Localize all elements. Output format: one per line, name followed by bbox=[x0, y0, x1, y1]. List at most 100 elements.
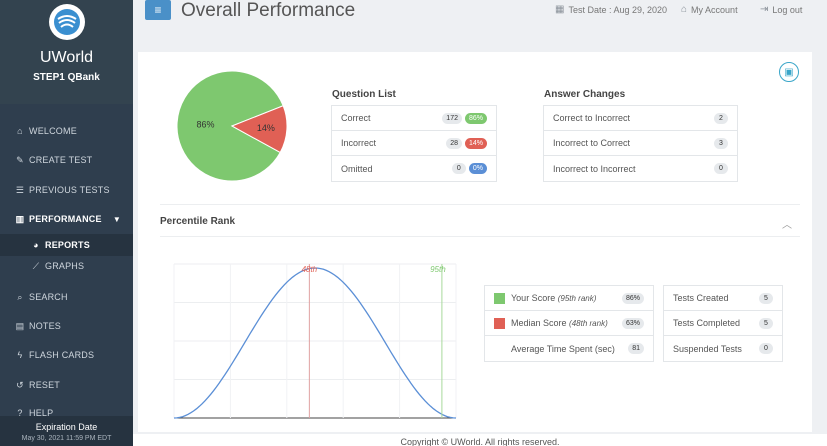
percent-badge: 86% bbox=[464, 113, 487, 124]
score-legend: Your Score (95th rank) 86% Median Score … bbox=[484, 285, 654, 362]
row-label: Incorrect bbox=[341, 138, 377, 148]
pie-slice-correct bbox=[176, 70, 284, 182]
row-label: Tests Created bbox=[673, 293, 729, 303]
sidebar-item-label: GRAPHS bbox=[45, 261, 85, 271]
search-icon: ⌕ bbox=[17, 291, 23, 302]
percent-badge: 14% bbox=[464, 138, 487, 149]
footer: Copyright © UWorld. All rights reserved. bbox=[133, 434, 827, 446]
answer-changes-list: Correct to Incorrect 2 Incorrect to Corr… bbox=[543, 105, 738, 182]
sidebar-item-reports[interactable]: ◕ REPORTS bbox=[0, 234, 133, 256]
legend-average-time: Average Time Spent (sec) 81 bbox=[485, 336, 653, 361]
logout-label: Log out bbox=[772, 4, 803, 15]
reset-icon: ↺ bbox=[16, 379, 24, 390]
chevron-down-icon: ▼ bbox=[112, 214, 121, 224]
answer-row-incorrect-to-incorrect: Incorrect to Incorrect 0 bbox=[544, 156, 737, 181]
score-badge: 86% bbox=[621, 293, 644, 304]
expiration-date: May 30, 2021 11:59 PM EDT bbox=[21, 435, 112, 442]
menu-toggle-button[interactable]: ≡ bbox=[145, 0, 171, 20]
count-badge: 5 bbox=[759, 318, 773, 329]
count-badge: 0 bbox=[714, 163, 728, 174]
product-name: STEP1 QBank bbox=[33, 72, 100, 83]
score-pie-chart: 86% 14% bbox=[176, 70, 288, 182]
copyright-text: Copyright © UWorld. All rights reserved. bbox=[400, 437, 560, 446]
sidebar: UWorld STEP1 QBank ⌂ WELCOME ✎ CREATE TE… bbox=[0, 0, 133, 446]
sidebar-item-label: WELCOME bbox=[29, 126, 77, 136]
legend-median-score: Median Score (48th rank) 63% bbox=[485, 311, 653, 336]
question-row-incorrect: Incorrect 28 14% bbox=[332, 131, 496, 156]
bolt-icon: ϟ bbox=[17, 350, 23, 360]
chart-grid bbox=[173, 263, 457, 419]
sidebar-item-help[interactable]: ? HELP bbox=[0, 402, 133, 424]
percentile-rank-title: Percentile Rank bbox=[160, 216, 236, 227]
median-score-swatch bbox=[494, 317, 505, 329]
row-label: Suspended Tests bbox=[673, 343, 742, 354]
test-date-text: Test Date : Aug 29, 2020 bbox=[568, 4, 668, 15]
row-label: Incorrect to Correct bbox=[553, 138, 631, 148]
note-icon: ▤ bbox=[15, 320, 25, 331]
row-label: Incorrect to Incorrect bbox=[553, 163, 636, 174]
expiration-label: Expiration Date bbox=[35, 422, 98, 432]
line-chart-icon: ⟋ bbox=[32, 260, 40, 271]
calendar-icon: ▦ bbox=[555, 4, 565, 15]
sidebar-item-label: REPORTS bbox=[45, 240, 90, 250]
home-icon: ⌂ bbox=[17, 126, 23, 136]
your-score-swatch bbox=[494, 292, 505, 304]
count-badge: 5 bbox=[759, 293, 773, 304]
answer-row-correct-to-incorrect: Correct to Incorrect 2 bbox=[544, 106, 737, 131]
top-header: ≡ Overall Performance ▦ Test Date : Aug … bbox=[133, 0, 827, 28]
pie-icon: ◕ bbox=[33, 240, 39, 250]
sidebar-item-label: NOTES bbox=[29, 321, 62, 331]
count-badge: 0 bbox=[451, 163, 466, 174]
home-icon: ⌂ bbox=[681, 4, 688, 15]
score-badge: 63% bbox=[621, 318, 644, 329]
question-list-title: Question List bbox=[332, 89, 396, 100]
sidebar-item-flash-cards[interactable]: ϟ FLASH CARDS bbox=[0, 344, 133, 366]
count-badge: 172 bbox=[442, 113, 462, 124]
legend-your-score: Your Score (95th rank) 86% bbox=[485, 286, 653, 311]
sidebar-item-notes[interactable]: ▤ NOTES bbox=[0, 315, 133, 337]
sidebar-item-label: PREVIOUS TESTS bbox=[29, 185, 110, 195]
tests-summary: Tests Created 5 Tests Completed 5 Suspen… bbox=[663, 285, 783, 362]
legend-rank: (95th rank) bbox=[557, 293, 597, 303]
logout-link[interactable]: ⇥ Log out bbox=[760, 4, 802, 15]
sidebar-item-previous-tests[interactable]: ☰ PREVIOUS TESTS bbox=[0, 179, 133, 201]
sidebar-item-label: SEARCH bbox=[29, 292, 68, 302]
uworld-logo-icon[interactable] bbox=[48, 4, 85, 40]
section-divider bbox=[160, 236, 800, 237]
print-icon[interactable]: ▣ bbox=[779, 62, 799, 82]
brand-name: UWorld bbox=[39, 49, 94, 66]
row-label: Tests Completed bbox=[673, 318, 741, 328]
median-rank-label: 48th bbox=[302, 265, 318, 274]
page-title: Overall Performance bbox=[181, 0, 356, 21]
sidebar-item-create-test[interactable]: ✎ CREATE TEST bbox=[0, 149, 133, 171]
answer-changes-title: Answer Changes bbox=[544, 89, 626, 100]
brand-block: UWorld STEP1 QBank bbox=[0, 0, 133, 104]
sidebar-item-reset[interactable]: ↺ RESET bbox=[0, 374, 133, 396]
count-badge: 28 bbox=[446, 138, 462, 149]
row-label: Correct to Incorrect bbox=[553, 113, 631, 123]
tests-row-completed: Tests Completed 5 bbox=[664, 311, 782, 336]
sidebar-item-performance[interactable]: ▥ PERFORMANCE ▼ bbox=[0, 208, 133, 230]
question-row-correct: Correct 172 86% bbox=[332, 106, 496, 131]
chevron-up-icon[interactable]: ︿ bbox=[782, 220, 792, 231]
sidebar-item-label: PERFORMANCE bbox=[29, 214, 102, 224]
test-date: ▦ Test Date : Aug 29, 2020 bbox=[555, 4, 667, 15]
expiration-block: Expiration Date May 30, 2021 11:59 PM ED… bbox=[0, 416, 133, 446]
list-icon: ☰ bbox=[15, 184, 25, 195]
answer-row-incorrect-to-correct: Incorrect to Correct 3 bbox=[544, 131, 737, 156]
percentile-curve-line bbox=[173, 267, 457, 419]
pie-label-correct: 86% bbox=[197, 119, 215, 129]
sidebar-item-welcome[interactable]: ⌂ WELCOME bbox=[0, 120, 133, 142]
question-row-omitted: Omitted 0 0% bbox=[332, 156, 496, 181]
sidebar-item-graphs[interactable]: ⟋ GRAPHS bbox=[0, 255, 133, 277]
edit-icon: ✎ bbox=[16, 154, 24, 165]
count-badge: 3 bbox=[714, 138, 728, 149]
sidebar-item-label: HELP bbox=[29, 408, 54, 418]
sidebar-item-search[interactable]: ⌕ SEARCH bbox=[0, 286, 133, 308]
count-badge: 2 bbox=[714, 113, 728, 124]
tests-row-suspended: Suspended Tests 0 bbox=[664, 336, 782, 361]
my-account-link[interactable]: ⌂ My Account bbox=[681, 4, 738, 15]
sidebar-item-label: RESET bbox=[29, 380, 61, 390]
percent-badge: 0% bbox=[468, 163, 487, 174]
percentile-curve-chart: 48th 95th bbox=[173, 263, 457, 419]
